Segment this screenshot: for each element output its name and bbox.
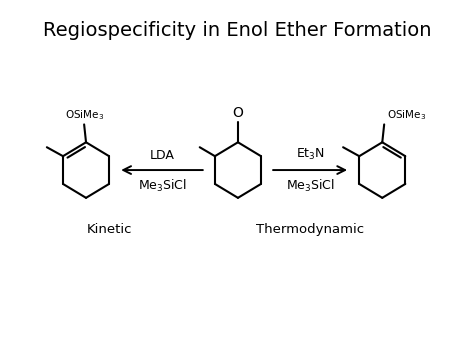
Text: Et$_3$N: Et$_3$N	[296, 147, 325, 162]
Text: Me$_3$SiCl: Me$_3$SiCl	[286, 178, 335, 194]
Text: Regiospecificity in Enol Ether Formation: Regiospecificity in Enol Ether Formation	[43, 21, 431, 40]
Text: Thermodynamic: Thermodynamic	[256, 223, 364, 236]
Text: Kinetic: Kinetic	[87, 223, 133, 236]
Text: O: O	[233, 106, 243, 120]
Text: OSiMe$_3$: OSiMe$_3$	[387, 109, 426, 122]
Text: Me$_3$SiCl: Me$_3$SiCl	[137, 178, 186, 194]
Text: LDA: LDA	[150, 149, 174, 162]
Text: OSiMe$_3$: OSiMe$_3$	[64, 109, 104, 122]
